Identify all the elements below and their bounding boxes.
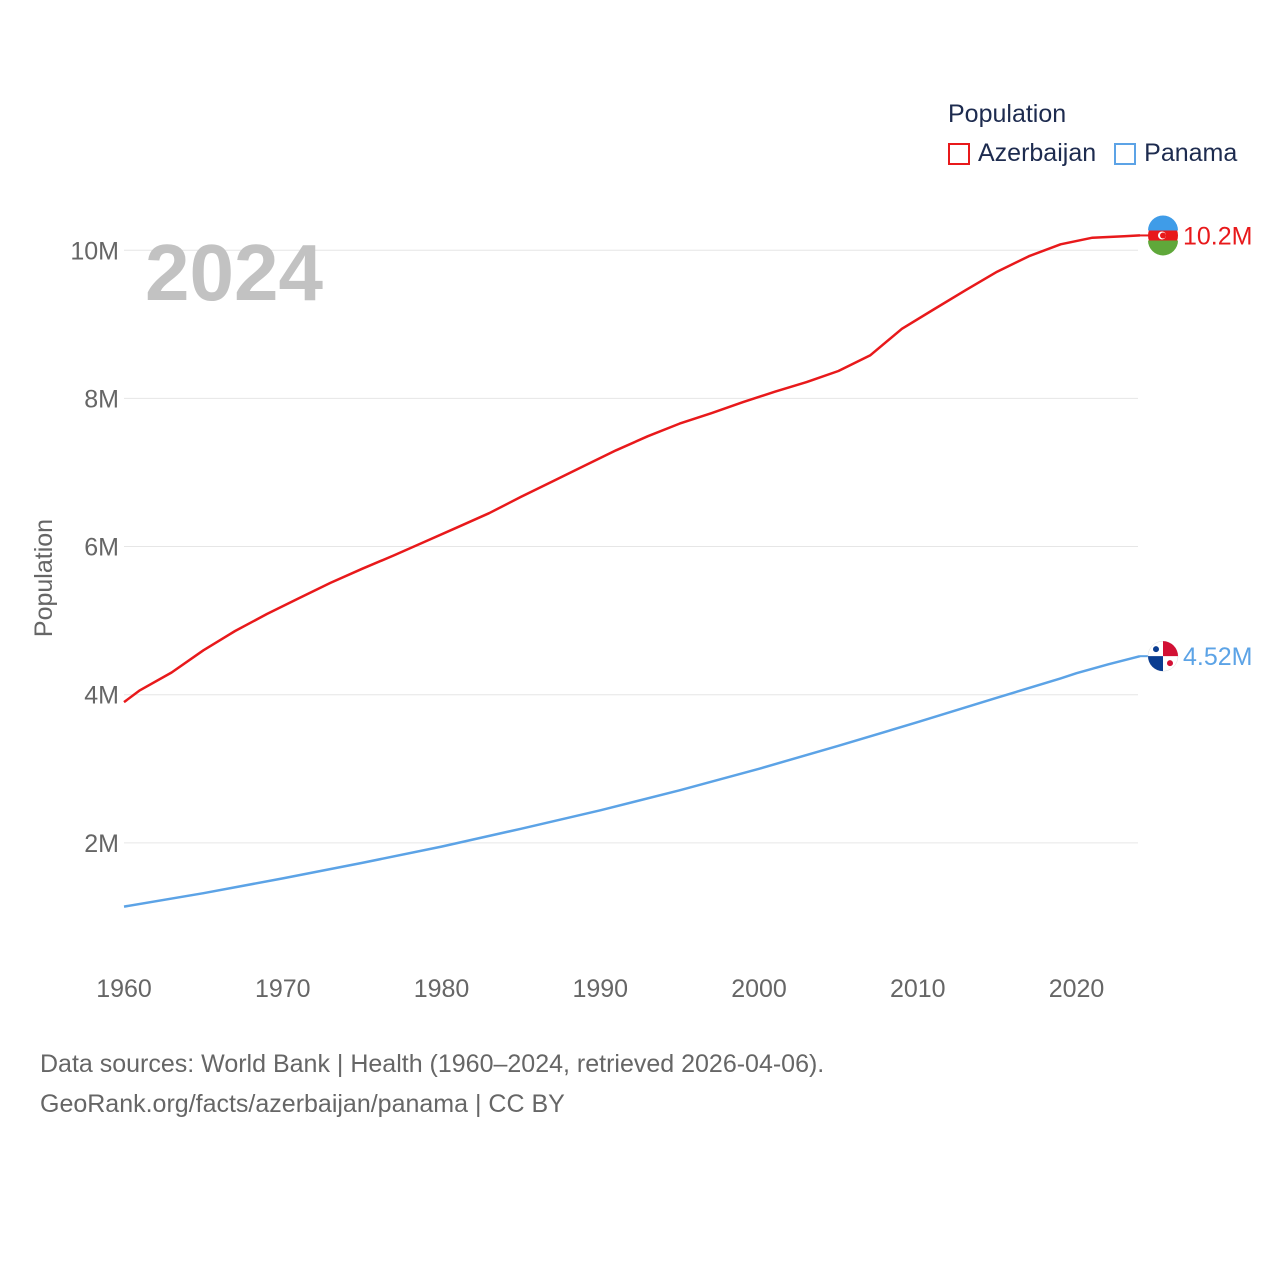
gridlines xyxy=(124,249,1138,844)
y-tick-10M: 10M xyxy=(70,237,119,265)
legend-label-panama: Panama xyxy=(1144,139,1238,167)
attribution-link[interactable]: GeoRank.org/facts/azerbaijan/panama | CC… xyxy=(40,1090,565,1118)
legend-title: Population xyxy=(948,100,1067,128)
series-lines xyxy=(123,234,1141,908)
series-line-panama xyxy=(123,654,1141,908)
series-line-azerbaijan xyxy=(123,234,1141,704)
y-tick-2M: 2M xyxy=(84,830,119,858)
flag-crescent-cut xyxy=(1160,232,1166,239)
x-tick-1990: 1990 xyxy=(572,975,628,1003)
y-axis-ticks: 2M 4M 6M 8M 10M xyxy=(70,237,119,858)
flag-azerbaijan-icon xyxy=(1148,215,1178,256)
x-axis-ticks: 1960 1970 1980 1990 2000 2010 2020 xyxy=(96,975,1104,1003)
legend-label-azerbaijan: Azerbaijan xyxy=(978,139,1097,167)
data-sources-text: Data sources: World Bank | Health (1960–… xyxy=(40,1050,825,1078)
x-tick-1970: 1970 xyxy=(255,975,311,1003)
end-label-panama: 4.52M xyxy=(1183,643,1252,671)
y-tick-4M: 4M xyxy=(84,682,119,710)
flag-panama-icon xyxy=(1147,640,1179,672)
y-tick-8M: 8M xyxy=(84,385,119,413)
year-label: 2024 xyxy=(145,228,323,317)
flag-green-band xyxy=(1148,240,1178,256)
flag-blue-band xyxy=(1148,215,1178,231)
legend-swatch-azerbaijan xyxy=(948,142,970,165)
legend-item-panama[interactable]: Panama xyxy=(1114,139,1237,168)
end-markers: 10.2M 4.52M xyxy=(1140,215,1252,672)
y-axis-title: Population xyxy=(30,519,58,637)
x-tick-1980: 1980 xyxy=(414,975,470,1003)
x-tick-2020: 2020 xyxy=(1049,975,1105,1003)
flag-blue-star xyxy=(1153,646,1159,653)
legend-swatch-panama xyxy=(1114,142,1137,165)
x-tick-2010: 2010 xyxy=(890,975,946,1003)
end-label-azerbaijan: 10.2M xyxy=(1183,222,1252,250)
flag-red-quarter xyxy=(1163,641,1178,657)
legend: Population Azerbaijan Panama xyxy=(948,100,1255,168)
x-tick-2000: 2000 xyxy=(731,975,787,1003)
flag-blue-quarter xyxy=(1148,656,1163,672)
flag-red-star xyxy=(1167,660,1173,667)
x-tick-1960: 1960 xyxy=(96,975,152,1003)
legend-item-azerbaijan[interactable]: Azerbaijan xyxy=(948,139,1096,168)
footer: Data sources: World Bank | Health (1960–… xyxy=(40,1044,824,1124)
y-tick-6M: 6M xyxy=(84,534,119,562)
